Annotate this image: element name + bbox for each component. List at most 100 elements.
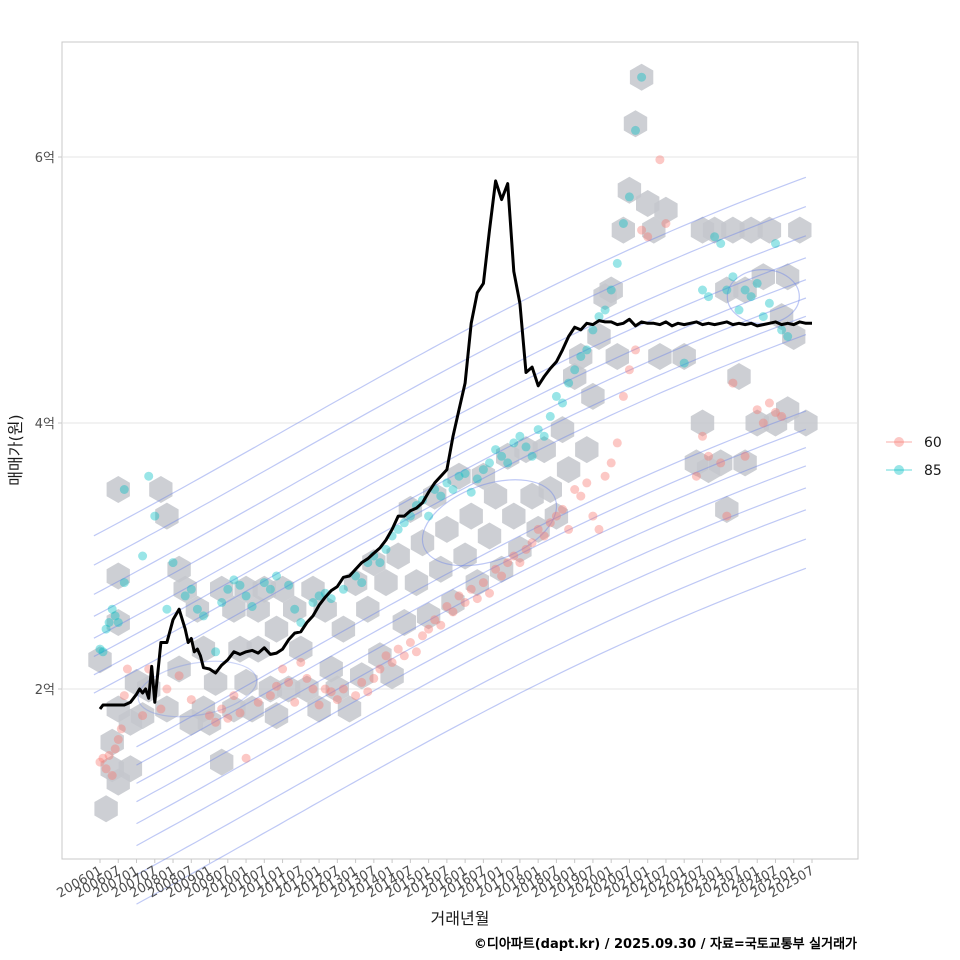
- data-point-85: [229, 575, 239, 585]
- data-point-85: [637, 72, 647, 82]
- data-point-85: [442, 478, 452, 488]
- hexbin-cell: [532, 436, 556, 464]
- hexbin-cell: [392, 609, 416, 636]
- hexbin-cell: [502, 502, 526, 530]
- hexbin-cell: [240, 695, 264, 723]
- data-point-85: [265, 584, 275, 594]
- hexbin-cell: [222, 595, 246, 623]
- scatter-points-layer: [95, 72, 793, 780]
- data-point-85: [576, 352, 586, 361]
- hexbin-cell: [477, 522, 502, 550]
- hexbin-cell: [471, 462, 496, 490]
- hexbin-cell: [270, 575, 295, 603]
- y-tick-label: 2억: [35, 683, 55, 698]
- data-point-60: [551, 511, 561, 521]
- data-point-60: [752, 405, 762, 415]
- data-point-60: [509, 551, 519, 561]
- data-point-60: [223, 713, 233, 723]
- hexbin-cell: [404, 569, 429, 597]
- data-point-60: [637, 225, 647, 235]
- data-point-60: [454, 591, 464, 601]
- x-axis: 2006012006072007012007072008012008072009…: [55, 859, 817, 901]
- legend-key-85: [894, 465, 904, 475]
- data-point-60: [698, 431, 707, 441]
- data-point-60: [728, 378, 738, 388]
- data-point-85: [107, 604, 117, 614]
- data-point-85: [290, 604, 300, 614]
- data-point-85: [424, 511, 434, 521]
- data-point-60: [296, 657, 306, 667]
- legend-item-60[interactable]: 60: [886, 435, 942, 451]
- hexbin-cell: [489, 555, 514, 583]
- data-point-60: [582, 478, 592, 488]
- data-point-85: [746, 292, 756, 302]
- data-point-60: [704, 451, 713, 461]
- data-point-85: [545, 411, 555, 421]
- hexbin-cell: [605, 343, 629, 370]
- data-point-60: [205, 711, 214, 721]
- data-point-60: [217, 704, 227, 714]
- data-point-60: [491, 564, 501, 574]
- density-contour-lower: [136, 509, 807, 847]
- legend-item-85[interactable]: 85: [886, 463, 942, 479]
- hexbin-cell: [368, 642, 392, 670]
- data-point-85: [192, 604, 202, 614]
- data-point-85: [138, 551, 148, 561]
- data-point-60: [284, 677, 294, 687]
- density-contour-lower: [136, 447, 807, 784]
- data-point-60: [253, 697, 263, 707]
- data-point-60: [424, 624, 434, 634]
- hexbin-cell: [118, 755, 143, 783]
- hexbin-cell: [374, 569, 398, 597]
- data-point-60: [545, 518, 555, 528]
- hexbin-cell: [386, 542, 410, 570]
- data-point-85: [783, 332, 793, 341]
- data-point-85: [564, 378, 574, 388]
- hexbin-cell: [447, 462, 471, 490]
- hexbin-cell: [483, 482, 508, 510]
- hexbin-cell: [210, 575, 234, 603]
- density-contour-inner: [137, 660, 258, 718]
- data-point-60: [174, 671, 184, 681]
- hexbin-cell: [453, 542, 477, 570]
- hexbin-cell: [642, 216, 666, 244]
- data-point-85: [113, 618, 123, 627]
- data-point-85: [716, 239, 726, 248]
- hexbin-cell: [173, 575, 197, 603]
- data-point-85: [594, 312, 604, 322]
- hexbin-cell: [295, 675, 319, 703]
- data-point-60: [643, 232, 653, 242]
- data-point-85: [162, 604, 172, 614]
- hexbin-cell: [496, 442, 520, 470]
- data-point-60: [460, 598, 470, 607]
- data-point-60: [588, 511, 598, 521]
- hexbin-cell: [307, 695, 331, 723]
- data-point-85: [308, 598, 318, 607]
- density-contour-inner: [421, 479, 558, 567]
- data-point-85: [606, 285, 616, 295]
- density-contour-lower: [136, 538, 807, 876]
- hexbin-cell: [715, 495, 739, 523]
- caption: ©디아파트(dapt.kr) / 2025.09.30 / 자료=국토교통부 실…: [474, 936, 857, 952]
- data-point-85: [211, 647, 221, 657]
- legend: 60 85: [886, 435, 942, 479]
- data-point-85: [259, 578, 269, 588]
- hexbin-cell: [794, 409, 818, 437]
- hexbin-cell: [544, 502, 569, 530]
- data-point-60: [162, 684, 172, 694]
- data-point-85: [393, 524, 403, 534]
- data-point-85: [436, 491, 446, 501]
- data-point-60: [521, 544, 531, 554]
- data-point-85: [272, 571, 281, 581]
- data-point-60: [466, 584, 476, 594]
- data-point-85: [235, 580, 245, 590]
- hexbin-cell: [465, 569, 489, 597]
- data-point-85: [375, 558, 385, 568]
- data-point-85: [144, 471, 154, 481]
- hexbin-cell: [277, 675, 301, 703]
- data-point-60: [110, 744, 120, 754]
- data-point-60: [618, 391, 628, 401]
- data-point-60: [116, 724, 126, 734]
- hexbin-cell: [690, 409, 715, 437]
